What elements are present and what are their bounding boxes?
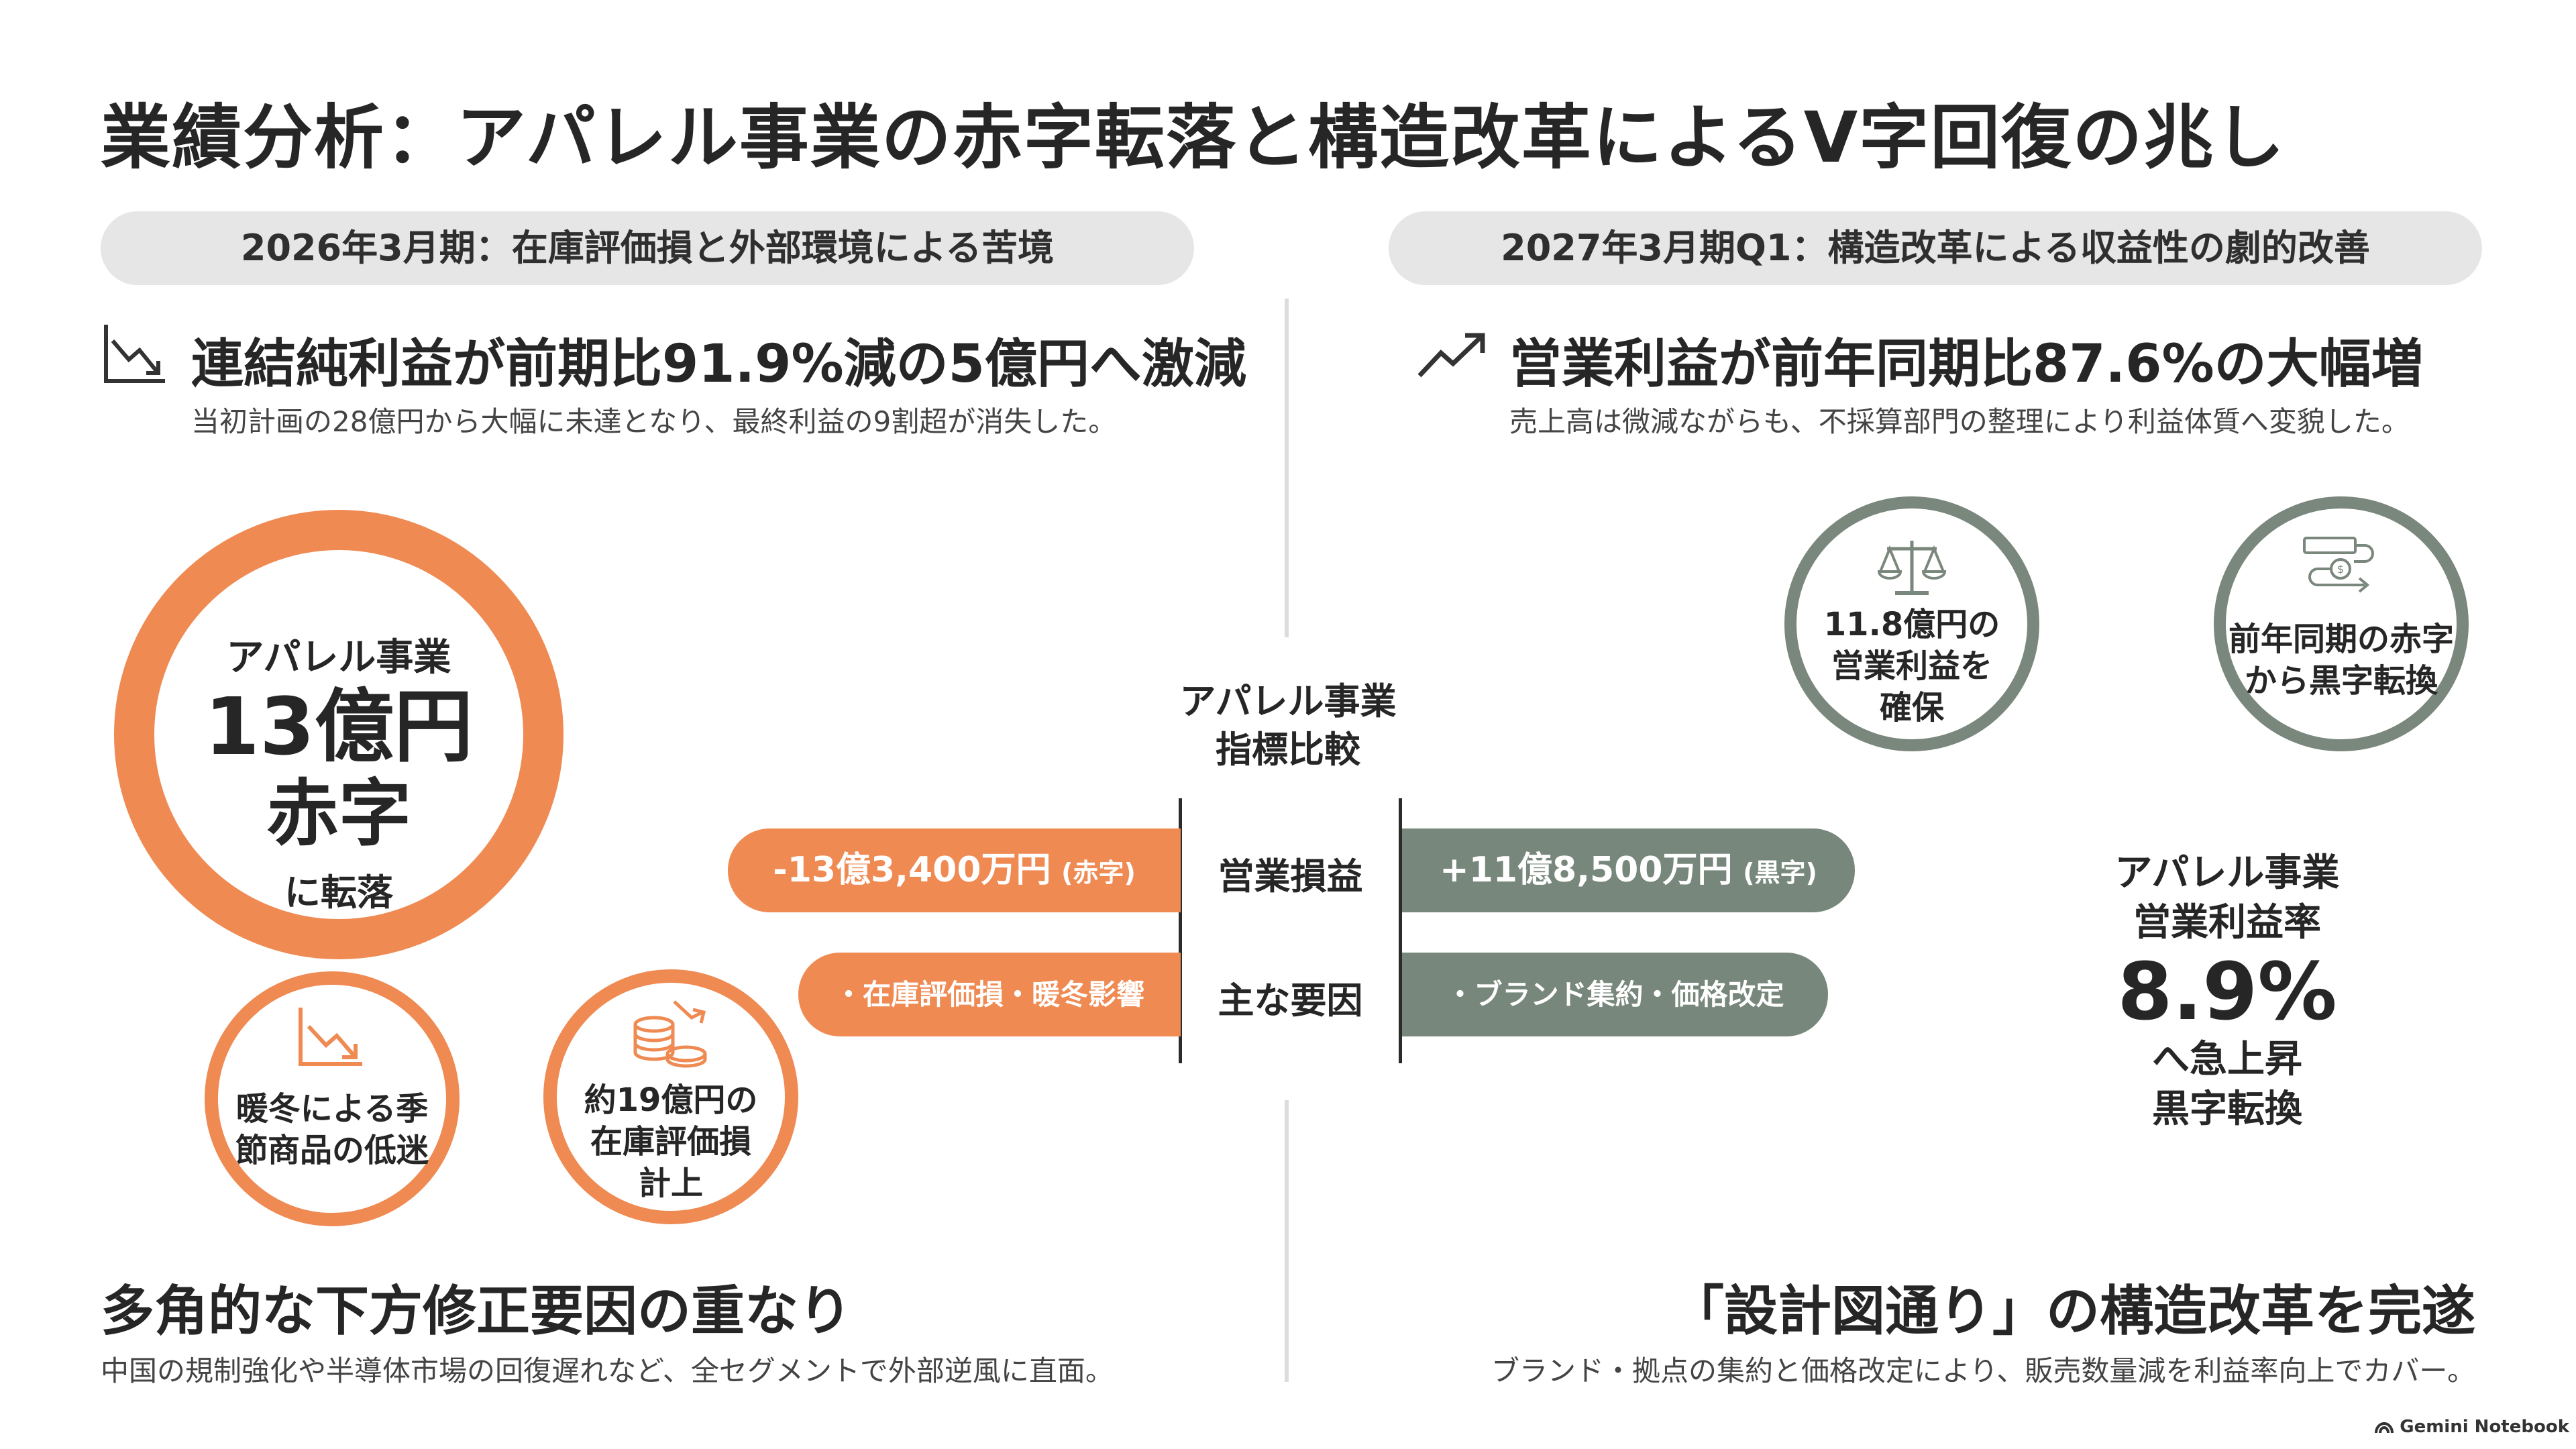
factor-warm-winter: 暖冬による季 節商品の低迷 — [205, 971, 460, 1226]
operating-loss-value: -13億3,400万円 — [773, 850, 1051, 890]
operating-loss-bar: -13億3,400万円 (赤字) — [728, 828, 1181, 912]
brand-name: Gemini Notebook — [2400, 1417, 2569, 1437]
ring-amount: 13億円 — [204, 680, 474, 773]
operating-profit-value: +11億8,500万円 — [1440, 850, 1733, 890]
compare-title: アパレル事業 指標比較 — [1120, 678, 1456, 774]
ring-label: アパレル事業 — [226, 636, 451, 680]
left-bottom-headline: 多角的な下方修正要因の重なり — [101, 1280, 852, 1342]
circle2-line2: から黒字転換 — [2244, 662, 2438, 700]
circle1-line3: 確保 — [1879, 689, 1944, 727]
page-title: 業績分析：アパレル事業の赤字転落と構造改革によるV字回復の兆し — [101, 97, 2286, 178]
flow-transition-icon: $ — [2303, 537, 2374, 593]
circle1-line1: 11.8億円の — [1823, 606, 2000, 643]
profit-factor-bar: ・ブランド集約・価格改定 — [1402, 953, 1828, 1036]
circle1-line2: 営業利益を — [1831, 647, 1992, 685]
operating-loss-note: (赤字) — [1061, 858, 1136, 888]
circle-operating-profit: 11.8億円の 営業利益を 確保 — [1784, 496, 2039, 751]
factor2-line2: 在庫評価損 — [590, 1123, 751, 1161]
center-divider-bottom — [1285, 1100, 1289, 1382]
center-divider-top — [1285, 299, 1289, 637]
loss-factor-bar: ・在庫評価損・暖冬影響 — [798, 953, 1181, 1036]
left-subtext: 当初計画の28億円から大幅に未達となり、最終利益の9割超が消失した。 — [191, 405, 1117, 438]
brand-footer: Gemini Notebook — [2374, 1417, 2569, 1437]
margin-line2: 営業利益率 — [2133, 901, 2321, 945]
trend-down-icon — [104, 325, 165, 383]
coins-down-icon — [633, 1000, 707, 1068]
apparel-loss-ring: アパレル事業 13億円 赤字 に転落 — [114, 510, 564, 959]
compare-left-axis — [1179, 798, 1182, 1063]
gemini-logo-icon — [2375, 1422, 2394, 1434]
left-period-pill: 2026年3月期：在庫評価損と外部環境による苦境 — [101, 211, 1194, 285]
circle2-line1: 前年同期の赤字 — [2228, 621, 2454, 658]
right-bottom-headline: 「設計図通り」の構造改革を完遂 — [1670, 1280, 2475, 1342]
factor1-line1: 暖冬による季 — [235, 1090, 429, 1128]
margin-value: 8.9% — [2117, 945, 2337, 1038]
ring-turn: に転落 — [284, 871, 393, 914]
row1-label: 営業損益 — [1218, 855, 1363, 898]
svg-text:$: $ — [2337, 563, 2344, 576]
compare-title-line1: アパレル事業 — [1179, 680, 1397, 722]
factor1-line2: 節商品の低迷 — [235, 1132, 429, 1169]
operating-profit-note: (黒字) — [1743, 858, 1817, 888]
operating-margin-block: アパレル事業 営業利益率 8.9% へ急上昇 黒字転換 — [2073, 849, 2381, 1134]
right-period-pill: 2027年3月期Q1：構造改革による収益性の劇的改善 — [1389, 211, 2482, 285]
compare-right-axis — [1399, 798, 1402, 1063]
margin-line3: へ急上昇 — [2152, 1038, 2302, 1081]
factor2-line1: 約19億円の — [584, 1081, 758, 1119]
row2-label: 主な要因 — [1218, 979, 1363, 1022]
trend-up-icon — [1417, 333, 1485, 378]
chart-down-icon — [299, 1008, 362, 1066]
left-headline: 連結純利益が前期比91.9%減の5億円へ激減 — [191, 334, 1246, 394]
ring-deficit: 赤字 — [266, 772, 411, 856]
operating-profit-bar: +11億8,500万円 (黒字) — [1402, 828, 1855, 912]
scale-icon — [1877, 541, 1947, 595]
factor2-line3: 計上 — [638, 1165, 703, 1202]
compare-title-line2: 指標比較 — [1216, 729, 1360, 771]
left-bottom-subtext: 中国の規制強化や半導体市場の回復遅れなど、全セグメントで外部逆風に直面。 — [101, 1354, 1114, 1387]
margin-line4: 黒字転換 — [2152, 1087, 2302, 1131]
margin-line1: アパレル事業 — [2114, 851, 2340, 895]
right-subtext: 売上高は微減ながらも、不採算部門の整理により利益体質へ変貌した。 — [1509, 405, 2410, 438]
right-bottom-subtext: ブランド・拠点の集約と価格改定により、販売数量減を利益率向上でカバー。 — [1491, 1354, 2475, 1387]
factor-inventory-loss: 約19億円の 在庫評価損 計上 — [543, 969, 798, 1224]
circle-profit-turnaround: $ 前年同期の赤字 から黒字転換 — [2214, 496, 2469, 751]
right-headline: 営業利益が前年同期比87.6%の大幅増 — [1509, 334, 2424, 394]
